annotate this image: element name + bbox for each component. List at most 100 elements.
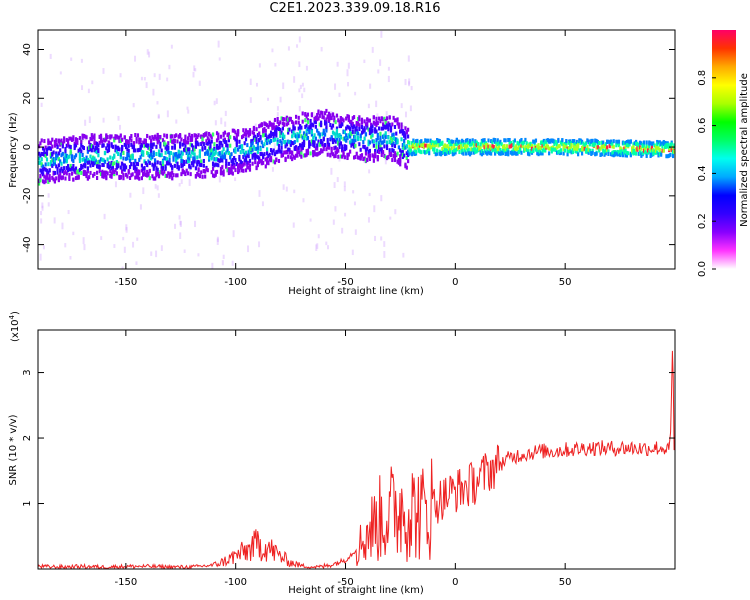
heatmap-cell [244,155,248,160]
heatmap-cell [291,157,294,162]
x-tick-label: 50 [559,277,572,288]
heatmap-cell [391,143,394,148]
heatmap-cell [642,143,646,148]
heatmap-cell [76,175,79,180]
heatmap-cell [308,125,311,130]
heatmap-cell [244,168,248,173]
heatmap-cell [285,142,288,147]
heatmap-cell [255,165,258,170]
heatmap-cell [483,138,486,143]
heatmap-cell [258,137,261,142]
heatmap-cell [447,139,451,144]
heatmap-cell [52,159,55,164]
heatmap-cell [334,154,337,159]
heatmap-cell [161,159,165,164]
heatmap-cell [393,144,397,149]
heatmap-cell [359,136,362,141]
heatmap-cell [624,144,627,149]
heatmap-cell [586,138,589,143]
heatmap-cell [352,124,356,129]
heatmap-cell [101,139,104,144]
heatmap-cell [175,119,178,124]
heatmap-cell [196,155,199,160]
heatmap-cell [97,149,100,154]
heatmap-cell [258,241,261,248]
heatmap-cell [81,134,84,139]
heatmap-cell [350,119,353,124]
heatmap-cell [114,168,117,173]
heatmap-cell [559,140,563,145]
heatmap-cell [238,154,241,159]
heatmap-cell [667,153,671,158]
heatmap-cell [190,161,194,166]
heatmap-cell [292,222,295,228]
heatmap-cell [447,150,451,155]
heatmap-cell [573,139,576,144]
heatmap-cell [225,164,228,169]
heatmap-cell [114,148,117,153]
heatmap-cell [294,114,298,119]
heatmap-cell [616,139,619,144]
snr-series-line [38,350,675,569]
heatmap-cell [408,140,411,145]
heatmap-cell [291,141,294,146]
heatmap-cell [210,170,213,175]
heatmap-cell [66,142,70,147]
heatmap-cell [619,146,622,151]
heatmap-cell [313,133,316,138]
heatmap-cell [280,150,283,155]
heatmap-cell [91,80,94,85]
heatmap-cell [329,123,332,128]
heatmap-cell [209,141,212,146]
heatmap-cell [51,175,54,180]
heatmap-cell [329,137,332,142]
heatmap-cell [310,132,314,137]
heatmap-cell [590,151,593,156]
heatmap-cell [221,153,224,158]
heatmap-cell [482,138,485,143]
x-tick-label: -50 [337,277,353,288]
heatmap-cell [248,128,252,133]
heatmap-cell [188,151,191,156]
heatmap-cell [546,145,549,150]
heatmap-cell [238,164,241,169]
heatmap-cell [124,156,128,161]
heatmap-cell [371,128,374,133]
heatmap-cell [105,176,108,181]
heatmap-cell [130,173,133,178]
heatmap-cell [184,137,187,142]
heatmap-cell [206,168,209,173]
heatmap-cell [134,169,137,174]
heatmap-cell [144,139,147,144]
heatmap-cell [76,152,79,156]
heatmap-cell [90,137,93,142]
heatmap-cell [219,166,223,171]
heatmap-cell [221,158,224,163]
heatmap-cell [646,146,650,151]
heatmap-cell [454,141,457,146]
heatmap-cell [306,112,310,117]
heatmap-cell [488,147,491,152]
heatmap-cell [657,140,660,145]
heatmap-cell [53,217,56,224]
heatmap-cell [501,148,505,153]
heatmap-cell [139,145,142,150]
heatmap-cell [393,137,397,142]
heatmap-cell [175,152,178,157]
heatmap-cell [235,143,238,148]
heatmap-cell [649,147,652,152]
heatmap-cell [53,139,57,144]
heatmap-cell [64,176,67,181]
heatmap-cell [376,136,379,141]
heatmap-cell [107,161,111,166]
heatmap-cell [586,145,589,150]
heatmap-cell [230,169,233,174]
heatmap-cell [68,144,71,149]
heatmap-cell [379,144,382,149]
heatmap-cell [242,154,245,159]
heatmap-cell [433,149,436,154]
heatmap-cell [130,154,133,159]
heatmap-cell [178,215,181,220]
heatmap-cell [327,142,331,147]
heatmap-cell [280,116,283,121]
